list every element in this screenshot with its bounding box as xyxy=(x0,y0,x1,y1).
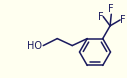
Text: HO: HO xyxy=(27,41,42,51)
Text: F: F xyxy=(108,4,114,14)
Text: F: F xyxy=(120,15,126,25)
Text: F: F xyxy=(98,12,103,22)
